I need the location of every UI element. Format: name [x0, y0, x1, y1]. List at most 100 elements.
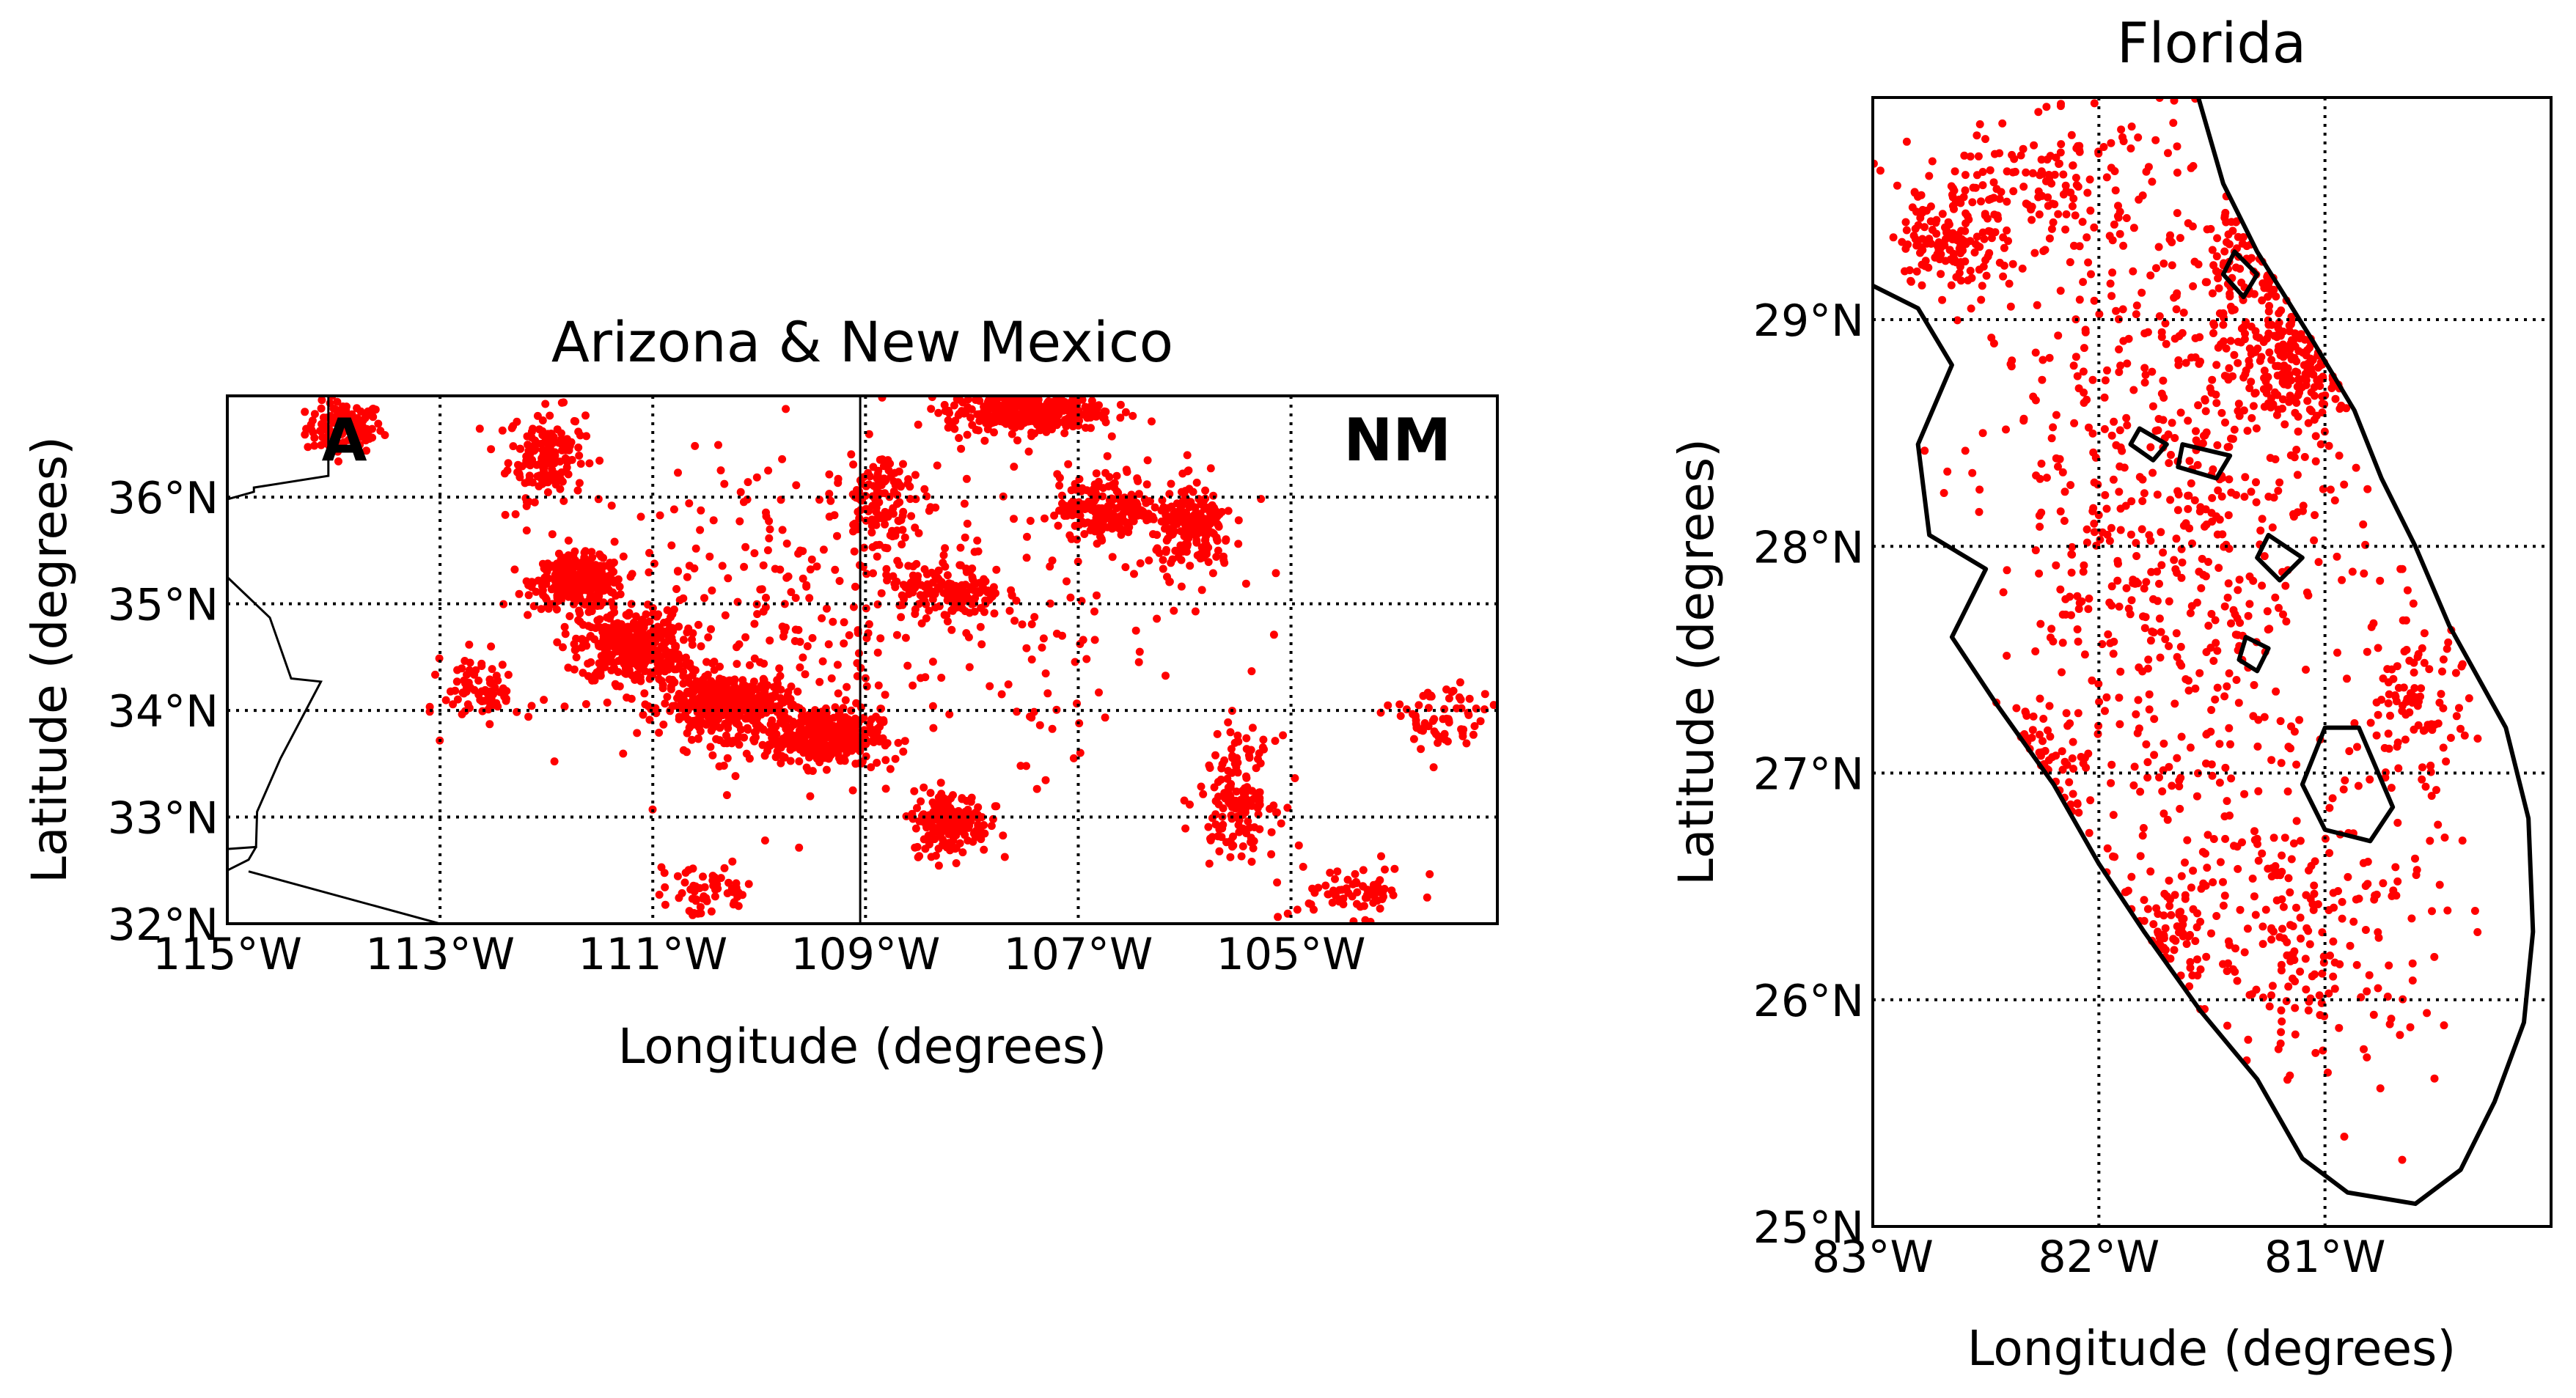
data-point [561, 623, 569, 631]
data-point [481, 686, 489, 694]
data-point [2150, 751, 2158, 759]
data-point [1169, 530, 1177, 538]
data-point [544, 488, 552, 496]
data-point [1036, 407, 1044, 415]
data-point [1211, 784, 1219, 792]
data-point [931, 835, 939, 843]
data-point [2265, 307, 2273, 315]
data-point [310, 434, 318, 442]
data-point [689, 882, 697, 890]
data-point [953, 844, 961, 852]
data-point [1194, 551, 1202, 559]
data-point [616, 583, 624, 591]
data-point [661, 662, 669, 670]
data-point [1145, 556, 1153, 564]
data-point [2333, 553, 2341, 561]
data-point [675, 715, 683, 724]
data-point [2159, 740, 2168, 748]
data-point [659, 721, 667, 729]
data-point [1094, 482, 1102, 490]
data-point [1205, 558, 1213, 566]
data-point [1242, 798, 1250, 806]
data-point [700, 594, 708, 602]
data-point [627, 633, 635, 641]
data-point [2170, 556, 2178, 564]
data-point [675, 622, 683, 630]
data-point [2079, 218, 2087, 226]
data-point [929, 724, 937, 732]
data-point [2272, 688, 2280, 696]
data-point [988, 822, 996, 830]
data-point [895, 468, 903, 476]
data-point [625, 658, 633, 666]
state-label: A [322, 406, 367, 474]
data-point [607, 564, 615, 573]
data-point [488, 665, 496, 673]
data-point [845, 631, 854, 639]
data-point [2143, 773, 2151, 781]
data-point [499, 427, 507, 435]
data-point [2215, 740, 2223, 748]
data-point [2249, 577, 2257, 585]
data-point [2275, 604, 2283, 612]
data-point [1016, 762, 1024, 770]
data-point [866, 472, 874, 480]
data-point [2207, 930, 2215, 938]
data-point [2189, 282, 2197, 290]
data-point [964, 520, 972, 528]
data-point [1948, 282, 1956, 290]
data-point [2173, 209, 2181, 217]
data-point [875, 682, 883, 690]
data-point [1957, 276, 1965, 284]
data-point [2146, 691, 2154, 699]
data-point [1950, 254, 1958, 262]
data-point [2119, 242, 2127, 250]
data-point [697, 642, 705, 650]
data-point [1977, 296, 1985, 304]
data-point [1056, 474, 1064, 482]
data-point [1444, 737, 1452, 746]
data-point [1255, 749, 1263, 757]
data-point [655, 662, 663, 670]
data-point [620, 553, 628, 561]
data-point [558, 578, 566, 586]
data-point [2037, 509, 2045, 517]
data-point [699, 872, 707, 880]
data-point [1105, 473, 1113, 481]
data-point [2421, 629, 2429, 637]
data-point [524, 611, 532, 619]
data-point [2157, 654, 2165, 662]
data-point [841, 724, 849, 732]
data-point [1213, 535, 1221, 543]
data-point [2180, 309, 2188, 317]
data-point [1040, 634, 1048, 642]
data-point [837, 718, 845, 726]
data-point [535, 577, 543, 585]
data-point [595, 457, 603, 465]
data-point [722, 690, 730, 698]
data-point [744, 478, 752, 486]
data-point [2303, 397, 2311, 405]
data-point [899, 460, 907, 468]
data-point [627, 573, 635, 581]
data-point [1343, 884, 1351, 892]
data-point [680, 636, 688, 644]
data-point [2313, 412, 2321, 420]
data-point [2072, 353, 2080, 361]
data-point [2250, 402, 2258, 410]
data-point [2065, 779, 2073, 787]
data-point [899, 748, 907, 756]
state-border [249, 872, 440, 924]
data-point [956, 544, 964, 552]
data-point [537, 440, 546, 448]
data-point [704, 671, 712, 679]
data-point [565, 471, 573, 479]
data-point [874, 649, 882, 657]
data-point [2119, 305, 2127, 313]
data-point [2345, 747, 2353, 755]
data-point [554, 594, 562, 602]
data-point [614, 668, 623, 676]
data-point [2165, 597, 2173, 606]
data-point [1975, 243, 1984, 251]
data-point [2236, 412, 2244, 420]
